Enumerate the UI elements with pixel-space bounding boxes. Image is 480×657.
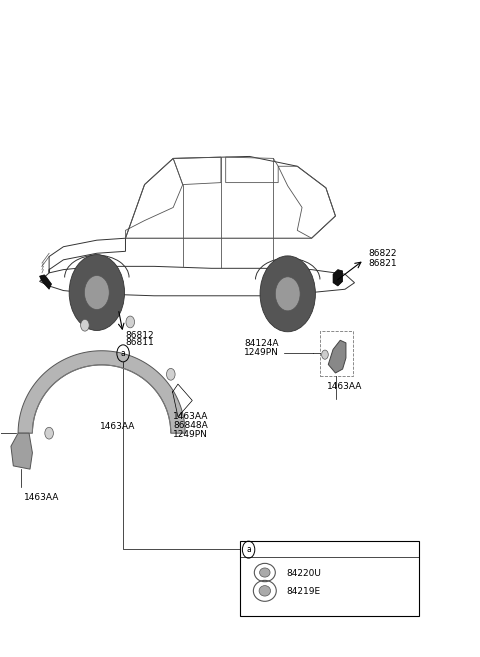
Polygon shape	[39, 275, 51, 289]
Circle shape	[126, 316, 134, 328]
Text: 86812: 86812	[125, 330, 154, 340]
Text: a: a	[120, 349, 125, 358]
Circle shape	[84, 275, 109, 309]
Text: 86822: 86822	[368, 249, 396, 258]
Polygon shape	[333, 269, 343, 286]
Text: 1249PN: 1249PN	[244, 348, 279, 357]
Text: 1463AA: 1463AA	[100, 422, 135, 431]
Polygon shape	[18, 351, 185, 433]
Text: 84124A: 84124A	[245, 339, 279, 348]
Text: 1463AA: 1463AA	[327, 382, 363, 391]
Ellipse shape	[260, 568, 270, 577]
Text: 84220U: 84220U	[287, 569, 322, 578]
Bar	[240, 541, 419, 616]
Circle shape	[276, 277, 300, 311]
Bar	[320, 331, 353, 376]
Circle shape	[322, 350, 328, 359]
Text: 86848A: 86848A	[173, 421, 208, 430]
Circle shape	[260, 256, 315, 332]
Circle shape	[45, 427, 53, 439]
Text: 1463AA: 1463AA	[173, 413, 209, 421]
Polygon shape	[11, 433, 33, 469]
Text: 86811: 86811	[125, 338, 154, 348]
Text: 84219E: 84219E	[287, 587, 321, 596]
Circle shape	[167, 369, 175, 380]
Text: a: a	[246, 545, 251, 554]
Text: 1249PN: 1249PN	[173, 430, 208, 439]
Text: 1463AA: 1463AA	[24, 493, 60, 503]
Circle shape	[69, 254, 124, 330]
Ellipse shape	[259, 585, 271, 596]
Polygon shape	[328, 340, 346, 373]
Text: 86821: 86821	[368, 259, 396, 267]
Circle shape	[81, 319, 89, 331]
